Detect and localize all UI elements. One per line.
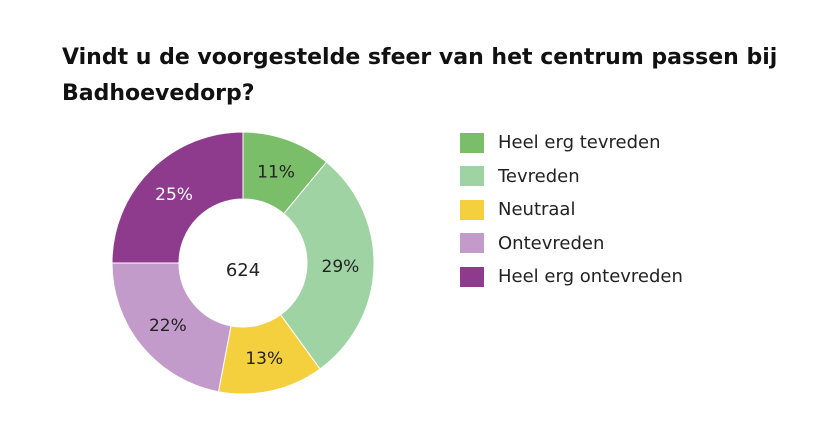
legend-label: Ontevreden — [498, 232, 605, 254]
slice-value-label-3: 22% — [149, 316, 187, 336]
legend-item: Tevreden — [460, 160, 683, 194]
legend-swatch — [460, 166, 484, 187]
slice-value-label-0: 11% — [257, 162, 295, 182]
slice-value-label-1: 29% — [322, 257, 360, 277]
legend-label: Neutraal — [498, 199, 576, 221]
slice-value-label-2: 13% — [245, 349, 283, 369]
center-total-label: 624 — [226, 260, 260, 281]
legend-label: Heel erg ontevreden — [498, 266, 683, 288]
donut-slice-1 — [279, 161, 375, 370]
chart-title: Vindt u de voorgestelde sfeer van het ce… — [62, 45, 778, 106]
legend-item: Heel erg ontevreden — [460, 260, 683, 294]
donut-slice-4 — [111, 131, 244, 264]
donut-slice-3 — [111, 262, 232, 393]
slice-value-label-4: 25% — [155, 185, 193, 205]
legend-swatch — [460, 132, 484, 153]
legend-swatch — [460, 233, 484, 254]
donut-slices — [111, 131, 375, 395]
legend-item: Heel erg tevreden — [460, 126, 683, 160]
legend: Heel erg tevreden Tevreden Neutraal Ontevre… — [460, 126, 683, 294]
legend-item: Neutraal — [460, 193, 683, 227]
legend-swatch — [460, 199, 484, 220]
donut-value-labels: 11% 29% 13% 22% 25% — [149, 162, 359, 369]
legend-item: Ontevreden — [460, 227, 683, 261]
legend-swatch — [460, 266, 484, 287]
legend-label: Heel erg tevreden — [498, 132, 661, 154]
legend-label: Tevreden — [498, 165, 580, 187]
